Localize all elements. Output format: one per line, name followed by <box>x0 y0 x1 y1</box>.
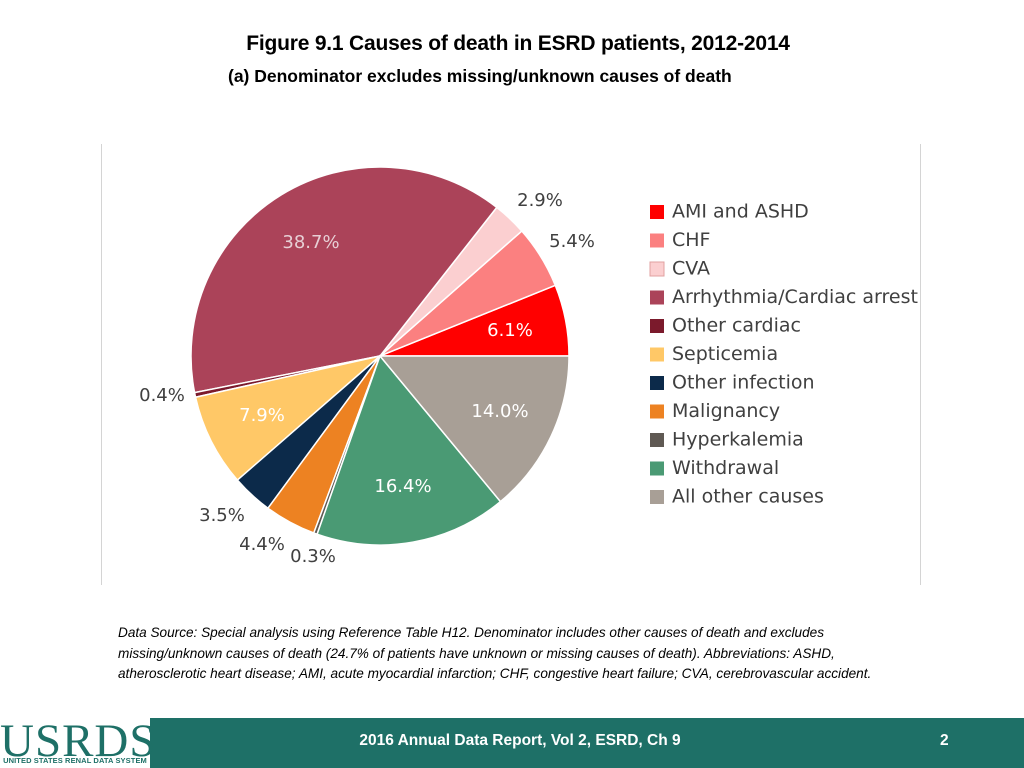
chart-subtitle: (a) Denominator excludes missing/unknown… <box>228 66 732 86</box>
footer-bar: USRDS UNITED STATES RENAL DATA SYSTEM 20… <box>0 715 1024 768</box>
chart-title: Figure 9.1 Causes of death in ESRD patie… <box>246 32 790 55</box>
legend-label-cva: CVA <box>672 258 710 280</box>
slice-label-other-infection: 3.5% <box>199 505 245 526</box>
legend-swatch-all-other-causes <box>650 490 664 504</box>
pie-slices <box>190 166 570 546</box>
legend-swatch-withdrawal <box>650 461 664 476</box>
page-number: 2 <box>940 732 949 749</box>
pie-slice-septicemia <box>194 355 381 482</box>
data-source-footnote: Data Source: Special analysis using Refe… <box>118 625 872 681</box>
slice-label-other-cardiac: 0.4% <box>139 385 185 406</box>
legend-swatch-septicemia <box>650 347 664 362</box>
legend-swatch-hyperkalemia <box>650 433 664 447</box>
legend-swatch-other-infection <box>650 376 664 390</box>
usrds-logo: USRDS UNITED STATES RENAL DATA SYSTEM <box>0 715 156 768</box>
slice-label-ami-and-ashd: 6.1% <box>487 320 533 341</box>
legend-swatch-cva <box>649 261 665 277</box>
slice-label-withdrawal: 16.4% <box>374 476 431 497</box>
legend-label-hyperkalemia: Hyperkalemia <box>672 429 804 451</box>
slice-label-cva: 2.9% <box>517 190 563 211</box>
legend-swatch-malignancy <box>650 404 664 419</box>
legend-label-septicemia: Septicemia <box>672 343 778 365</box>
legend-label-arrhythmia-cardiac-arrest: Arrhythmia/Cardiac arrest <box>672 286 918 308</box>
slice-labels: 6.1% 5.4% 2.9% 38.7% 0.4% 7.9% 3.5% 4.4%0.3% 16.… <box>139 190 595 567</box>
legend-swatch-other-cardiac <box>650 319 664 333</box>
legend-label-withdrawal: Withdrawal <box>672 457 779 479</box>
slice-label-septicemia: 7.9% <box>239 405 285 426</box>
slice-label-arrhythmia-cardiac-arrest: 38.7% <box>282 232 339 253</box>
legend-swatch-arrhythmia-cardiac-arrest <box>650 290 664 305</box>
pie-slice-all-other-causes <box>378 355 570 503</box>
slice-label-malignancy: 4.4% <box>239 534 285 555</box>
logo-subtext: UNITED STATES RENAL DATA SYSTEM <box>3 756 147 765</box>
slice-label-chf: 5.4% <box>549 231 595 252</box>
chart-frame-left <box>101 144 102 585</box>
legend-label-malignancy: Malignancy <box>672 400 780 422</box>
legend-swatch-chf <box>650 233 664 248</box>
pie-slice-arrhythmia-cardiac-arrest <box>190 166 498 394</box>
legend-label-other-infection: Other infection <box>672 372 815 394</box>
report-title: 2016 Annual Data Report, Vol 2, ESRD, Ch… <box>359 732 681 749</box>
legend: AMI and ASHD CHF CVA Arrhythmia/Cardiac arr… <box>649 201 918 508</box>
legend-label-all-other-causes: All other causes <box>672 486 824 508</box>
legend-label-chf: CHF <box>672 229 710 251</box>
slice-label-hyperkalemia: 0.3% <box>290 546 336 567</box>
legend-label-other-cardiac: Other cardiac <box>672 315 801 337</box>
legend-label-ami-and-ashd: AMI and ASHD <box>672 201 809 223</box>
legend-swatch-ami-and-ashd <box>650 205 664 219</box>
chart-frame-right <box>920 144 921 585</box>
slice-label-all-other-causes: 14.0% <box>471 401 528 422</box>
logo-wordmark: USRDS <box>0 715 157 767</box>
pie-slice-withdrawal <box>316 354 502 546</box>
